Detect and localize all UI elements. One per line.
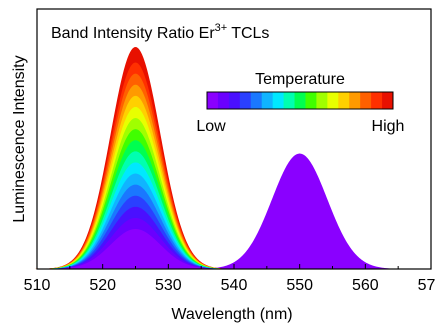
colorbar-swatch	[283, 92, 295, 109]
x-tick-label: 540	[221, 277, 248, 294]
x-tick-label: 520	[89, 277, 116, 294]
colorbar-swatch	[239, 92, 252, 109]
x-tick-label: 530	[155, 277, 182, 294]
spectral-curves	[35, 47, 410, 270]
colorbar-swatch	[316, 92, 328, 109]
colorbar-title: Temperature	[255, 71, 345, 88]
colorbar-swatch	[327, 92, 339, 109]
colorbar-swatch	[360, 92, 372, 109]
colorbar-swatch	[371, 92, 383, 109]
colorbar-swatch	[217, 92, 230, 109]
y-axis-label: Luminescence Intensity	[11, 55, 28, 222]
colorbar-swatch	[349, 92, 361, 109]
x-tick-label: 560	[352, 277, 379, 294]
colorbar-swatch	[250, 92, 263, 109]
colorbar-swatch	[261, 92, 274, 109]
colorbar-swatch	[382, 92, 394, 109]
x-axis-label: Wavelength (nm)	[171, 306, 292, 323]
x-tick-label: 550	[286, 277, 313, 294]
colorbar	[206, 91, 394, 110]
colorbar-swatch	[272, 92, 284, 109]
colorbar-swatch	[228, 92, 241, 109]
x-axis-ticks: 510 520 530 540 550 560 570	[24, 264, 435, 294]
colorbar-frame	[206, 91, 394, 110]
colorbar-swatch	[305, 92, 317, 109]
x-tick-label: 570	[418, 277, 435, 294]
colorbar-swatch	[338, 92, 350, 109]
colorbar-swatch	[207, 92, 219, 109]
colorbar-swatch	[294, 92, 306, 109]
chart-title: Band Intensity Ratio Er3+ TCLs	[51, 22, 269, 42]
peak-550-area	[189, 153, 410, 269]
peak-525-level-1	[35, 229, 236, 269]
x-tick-label: 510	[24, 277, 51, 294]
colorbar-low-label: Low	[196, 118, 226, 135]
colorbar-high-label: High	[372, 118, 405, 135]
